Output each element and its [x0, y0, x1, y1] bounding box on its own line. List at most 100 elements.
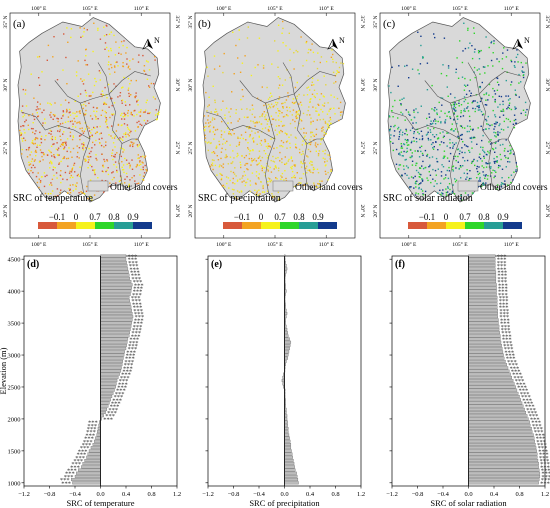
bar — [468, 270, 497, 274]
colorbar-label: 0 — [74, 212, 79, 222]
significance-marker: *** — [128, 346, 138, 353]
bar — [468, 414, 528, 418]
lat-tick-right: 30° N — [174, 78, 181, 91]
bar — [468, 411, 527, 414]
significance-marker: *** — [126, 349, 136, 356]
significance-marker: *** — [120, 375, 130, 382]
significance-marker: *** — [131, 295, 141, 302]
significance-marker: *** — [541, 471, 550, 478]
significance-marker: *** — [499, 311, 509, 318]
bar — [96, 433, 101, 437]
bar — [284, 443, 292, 446]
lon-tick-top: 100° E — [31, 5, 47, 12]
bar — [100, 328, 131, 331]
significance-marker: *** — [501, 327, 511, 334]
lon-tick-bottom: 110° E — [319, 241, 335, 248]
significance-marker: *** — [118, 381, 128, 388]
significance-marker: *** — [70, 464, 80, 471]
colorbar-swatch — [133, 222, 152, 229]
province-border — [265, 102, 276, 194]
significance-marker: *** — [497, 266, 507, 273]
lat-tick-right: 20° N — [544, 204, 550, 217]
province-border — [239, 71, 336, 104]
x-tick-label: −0.8 — [44, 491, 56, 498]
province-border — [303, 143, 308, 185]
bar — [284, 436, 290, 440]
significance-marker: *** — [497, 279, 507, 286]
panel-letter: (f) — [395, 259, 405, 270]
bar — [468, 468, 540, 472]
map-variable-title: SRC of solar radiation — [383, 193, 473, 204]
significance-marker: *** — [501, 330, 511, 337]
lat-tick-right: 20° N — [359, 204, 366, 217]
bar — [468, 439, 535, 443]
bar — [100, 411, 106, 414]
panel-letter: (b) — [198, 18, 211, 30]
map-panel-c: (c) N 100° E 105° E 110° E 100° E 105° E 110° E… — [372, 5, 550, 248]
significance-marker: *** — [111, 400, 121, 407]
significance-marker: *** — [71, 461, 81, 468]
significance-marker: *** — [133, 279, 143, 286]
colorbar-label: 0.7 — [274, 212, 286, 222]
significance-marker: *** — [128, 254, 138, 261]
bar — [468, 267, 496, 271]
lat-tick-left: 20° N — [372, 204, 379, 217]
bar — [284, 433, 290, 437]
province-border — [488, 143, 493, 185]
significance-marker: *** — [126, 353, 136, 360]
y-tick-label: 3500 — [8, 321, 21, 328]
significance-marker: *** — [507, 359, 517, 366]
significance-marker: *** — [131, 330, 141, 337]
bar-chart-d: ****************************************… — [0, 254, 181, 508]
y-tick-label: 1500 — [8, 448, 21, 455]
significance-marker: *** — [84, 436, 94, 443]
significance-marker: *** — [122, 369, 132, 376]
bar — [71, 478, 101, 482]
bar-chart-f: ******** ** ******************************… — [386, 254, 550, 508]
bar — [468, 436, 535, 440]
bar — [468, 427, 532, 430]
bar — [468, 324, 500, 328]
significance-marker: *** — [129, 263, 139, 270]
bar — [468, 385, 516, 389]
significance-marker: *** — [64, 474, 74, 481]
significance-marker: *** — [534, 429, 544, 436]
bar — [284, 430, 289, 434]
lat-tick-right: 35° N — [174, 15, 181, 28]
significance-marker: *** — [133, 324, 143, 331]
significance-marker: *** — [103, 416, 113, 423]
significance-marker: *** — [497, 263, 507, 270]
significance-marker: *** — [531, 420, 541, 427]
bar — [468, 318, 499, 322]
bar — [468, 302, 498, 306]
bar — [284, 465, 295, 469]
significance-marker: *** — [133, 308, 143, 315]
bar — [468, 283, 497, 287]
colorbar-label: −0.1 — [419, 212, 435, 222]
map-variable-title: SRC of precipitation — [198, 193, 281, 204]
bar — [284, 481, 299, 485]
significance-marker: *** — [499, 314, 509, 321]
significance-marker: *** — [124, 359, 134, 366]
bar — [100, 296, 130, 299]
bar — [95, 436, 101, 440]
significance-marker: *** — [501, 324, 511, 331]
province-border — [80, 102, 91, 194]
bar — [100, 343, 127, 347]
bars: ****************************************… — [60, 254, 144, 488]
bar — [468, 353, 504, 357]
bar — [100, 353, 125, 357]
significance-marker: *** — [504, 349, 514, 356]
bar — [100, 388, 115, 392]
colorbar-swatch — [280, 222, 299, 229]
significance-marker: *** — [132, 301, 142, 308]
colorbar-swatch — [95, 222, 114, 229]
colorbar-label: 0.7 — [459, 212, 471, 222]
significance-marker: *** — [541, 474, 550, 481]
bar — [468, 321, 499, 325]
bar — [284, 340, 292, 344]
bar — [468, 446, 537, 450]
panel-letter: (a) — [13, 18, 26, 30]
significance-marker: *** — [511, 369, 521, 376]
significance-marker: *** — [499, 305, 509, 312]
